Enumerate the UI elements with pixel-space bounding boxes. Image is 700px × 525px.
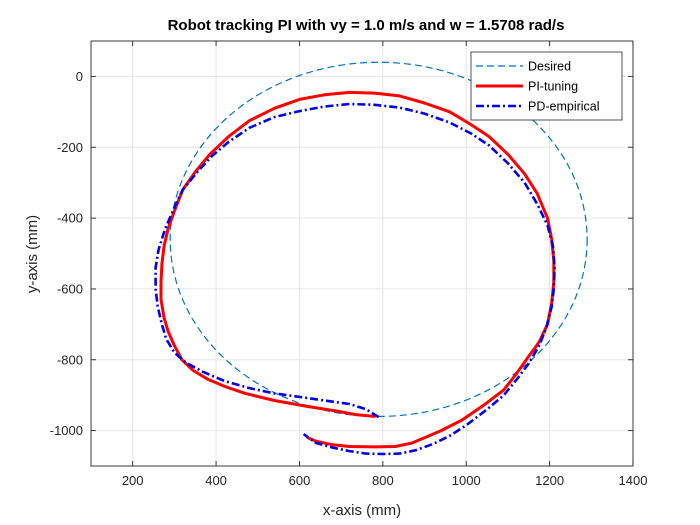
y-tick-label: -400 [57, 211, 83, 226]
y-axis-label: y-axis (mm) [24, 215, 41, 293]
series-pd-empirical [154, 102, 556, 456]
y-tick-label: -800 [57, 352, 83, 367]
legend-label-desired: Desired [528, 60, 571, 74]
axes-box [90, 40, 634, 467]
x-tick-label: 1400 [619, 473, 648, 488]
y-tick-label: -1000 [50, 423, 83, 438]
y-tick-label: 0 [76, 69, 83, 84]
x-tick-label: 400 [205, 473, 227, 488]
legend-label-pd-empirical: PD-empirical [528, 100, 600, 114]
x-axis-label: x-axis (mm) [323, 502, 401, 519]
x-tick-label: 200 [122, 473, 144, 488]
x-tick-label: 1000 [452, 473, 481, 488]
chart-title: Robot tracking PI with vy = 1.0 m/s and … [168, 17, 565, 34]
x-tick-label: 600 [289, 473, 311, 488]
legend: Desired PI-tuning PD-empirical [470, 51, 623, 121]
ticks: 200 400 600 800 1000 1200 1400 0 -200 -400 -600 -80… [50, 41, 648, 488]
series-layer [154, 61, 588, 456]
x-tick-label: 1200 [535, 473, 564, 488]
y-tick-label: -600 [57, 281, 83, 296]
legend-label-pi-tuning: PI-tuning [528, 80, 578, 94]
y-tick-label: -200 [57, 140, 83, 155]
series-pi-tuning [159, 90, 556, 449]
x-tick-label: 800 [372, 473, 394, 488]
